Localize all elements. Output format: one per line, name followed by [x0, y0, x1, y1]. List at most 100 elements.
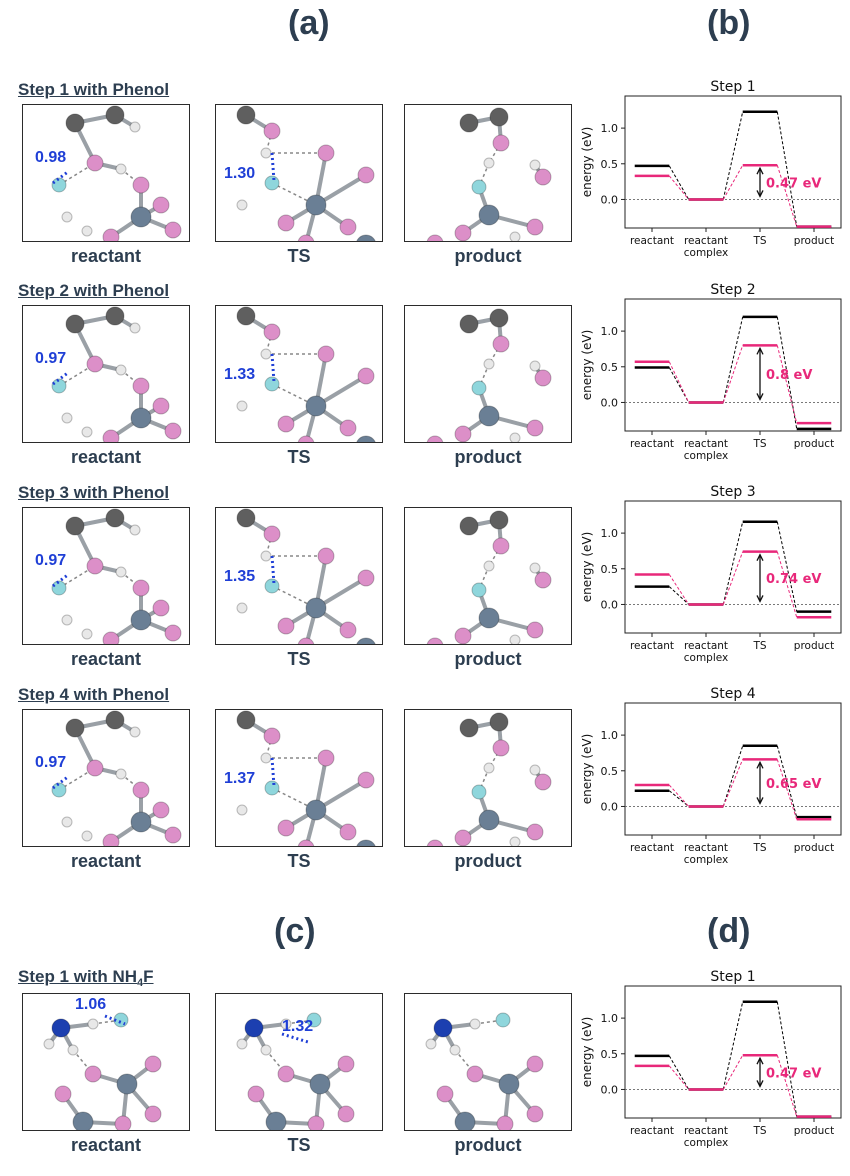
x-tick-label: product	[794, 438, 834, 450]
step-title: Step 3 with Phenol	[18, 483, 170, 502]
x-tick-label: reactant complex	[684, 438, 729, 462]
energy-connector-black	[776, 111, 798, 227]
molecule-structure-image	[236, 1012, 355, 1130]
energy-connector-black	[776, 745, 798, 818]
plot-frame	[624, 985, 842, 1119]
chart-title: Step 1	[710, 79, 755, 95]
y-tick-label: 0.0	[601, 1083, 619, 1096]
x-tick-label: reactant complex	[684, 1125, 729, 1149]
panel-label-d: (d)	[707, 912, 751, 950]
energy-connector-black	[722, 111, 744, 200]
molecule-structure-image	[236, 105, 376, 241]
y-tick-label: 1.0	[601, 122, 619, 135]
reactant-structure: 0.97	[22, 305, 190, 443]
molecule-structure-image	[426, 510, 552, 644]
barrier-annotation: 0.47 eV	[766, 176, 821, 191]
ts-structure: 1.37	[215, 709, 383, 847]
energy-connector-black	[722, 316, 744, 403]
arrow-head-up	[756, 553, 764, 561]
state-label-product: product	[454, 447, 522, 467]
energy-connector-black	[722, 745, 744, 807]
energy-connector-pink	[722, 164, 744, 200]
energy-connector-pink	[722, 1054, 744, 1090]
energy-profile-svg: Step 1 0.0 0.5 1.0 energy (eV) reactant reacta…	[580, 79, 842, 259]
y-axis-label: energy (eV)	[580, 127, 594, 198]
x-tick-label: reactant	[630, 235, 674, 247]
y-tick-label: 0.0	[601, 193, 619, 206]
step-title: Step 1 with Phenol	[18, 80, 170, 99]
x-tick-label: TS	[752, 1125, 766, 1137]
energy-connector-pink	[722, 551, 744, 605]
energy-profile-chart: Step 4 0.0 0.5 1.0 energy (eV) reactant reacta…	[575, 685, 845, 870]
arrow-head-down	[756, 190, 764, 198]
y-tick-label: 0.5	[601, 563, 619, 576]
state-label-reactant: reactant	[70, 447, 142, 467]
y-tick-label: 1.0	[601, 527, 619, 540]
chart-title: Step 1	[710, 969, 755, 985]
x-tick-label: reactant	[630, 842, 674, 854]
energy-connector-black	[776, 1001, 798, 1117]
y-tick-label: 0.5	[601, 1048, 619, 1061]
y-tick-label: 1.0	[601, 729, 619, 742]
ts-structure: 1.32	[215, 993, 383, 1131]
arrow-head-down	[756, 1080, 764, 1088]
energy-connector-black	[776, 521, 798, 612]
energy-connector-pink	[776, 759, 798, 820]
y-axis-label: energy (eV)	[580, 734, 594, 805]
chart-title: Step 4	[710, 686, 755, 702]
product-structure	[404, 507, 572, 645]
x-tick-label: reactant	[630, 1125, 674, 1137]
molecule-structure-image	[236, 508, 376, 644]
bond-length-label: 1.37	[224, 770, 256, 787]
state-label-product: product	[454, 851, 522, 871]
ts-structure: 1.35	[215, 507, 383, 645]
barrier-annotation: 0.74 eV	[766, 572, 821, 587]
molecule-structure-image	[426, 107, 552, 241]
energy-profile-chart: Step 2 0.0 0.5 1.0 energy (eV) reactant reacta…	[575, 281, 845, 466]
state-label-product: product	[454, 1135, 522, 1155]
bond-length-label: 0.97	[35, 350, 67, 367]
barrier-annotation: 0.47 eV	[766, 1066, 821, 1081]
bond-length-label: 1.30	[224, 165, 256, 182]
energy-profile-svg: Step 2 0.0 0.5 1.0 energy (eV) reactant reacta…	[580, 282, 842, 462]
x-tick-label: reactant	[630, 640, 674, 652]
energy-profile-chart: Step 1 0.0 0.5 1.0 energy (eV) reactant reacta…	[575, 78, 845, 263]
energy-connector-pink	[668, 784, 690, 807]
x-tick-label: TS	[752, 438, 766, 450]
energy-connector-pink	[668, 1065, 690, 1090]
molecule-structure-image	[51, 105, 182, 241]
molecule-structure-image	[51, 508, 182, 644]
y-axis-label: energy (eV)	[580, 532, 594, 603]
energy-profile-svg: Step 4 0.0 0.5 1.0 energy (eV) reactant reacta…	[580, 686, 842, 866]
energy-connector-pink	[722, 345, 744, 403]
chart-title: Step 3	[710, 484, 755, 500]
energy-connector-pink	[776, 165, 798, 227]
y-tick-label: 0.0	[601, 598, 619, 611]
y-tick-label: 1.0	[601, 325, 619, 338]
ts-structure: 1.33	[215, 305, 383, 443]
energy-connector-pink	[722, 759, 744, 807]
state-label-ts: TS	[287, 447, 311, 467]
y-tick-label: 0.0	[601, 396, 619, 409]
molecule-structure-image	[426, 308, 552, 442]
y-tick-label: 0.5	[601, 361, 619, 374]
y-tick-label: 1.0	[601, 1012, 619, 1025]
x-tick-label: reactant complex	[684, 842, 729, 866]
plot-frame	[624, 298, 842, 432]
plot-frame	[624, 702, 842, 836]
energy-connector-black	[722, 1001, 744, 1090]
energy-connector-black	[722, 521, 744, 605]
x-tick-label: product	[794, 842, 834, 854]
x-tick-label: reactant complex	[684, 640, 729, 664]
energy-connector-black	[668, 790, 690, 807]
energy-connector-pink	[668, 175, 690, 200]
bond-length-label: 0.98	[35, 149, 67, 166]
energy-connector-black	[776, 316, 798, 429]
x-tick-label: product	[794, 235, 834, 247]
state-label-product: product	[454, 649, 522, 669]
arrow-head-down	[756, 393, 764, 401]
energy-connector-pink	[776, 1055, 798, 1117]
energy-connector-black	[668, 1055, 690, 1090]
reactant-structure: 0.98	[22, 104, 190, 242]
bond-length-label: 1.35	[224, 568, 256, 585]
